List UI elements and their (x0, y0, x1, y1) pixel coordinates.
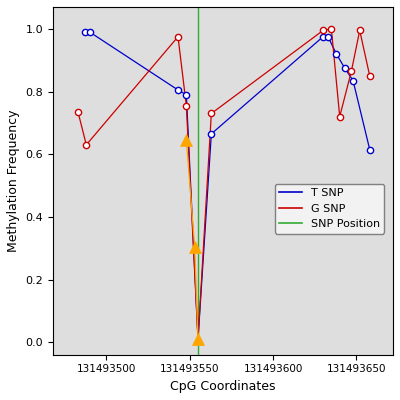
Legend: T SNP, G SNP, SNP Position: T SNP, G SNP, SNP Position (275, 184, 384, 234)
Y-axis label: Methylation Frequency: Methylation Frequency (7, 110, 20, 252)
X-axis label: CpG Coordinates: CpG Coordinates (170, 380, 276, 393)
